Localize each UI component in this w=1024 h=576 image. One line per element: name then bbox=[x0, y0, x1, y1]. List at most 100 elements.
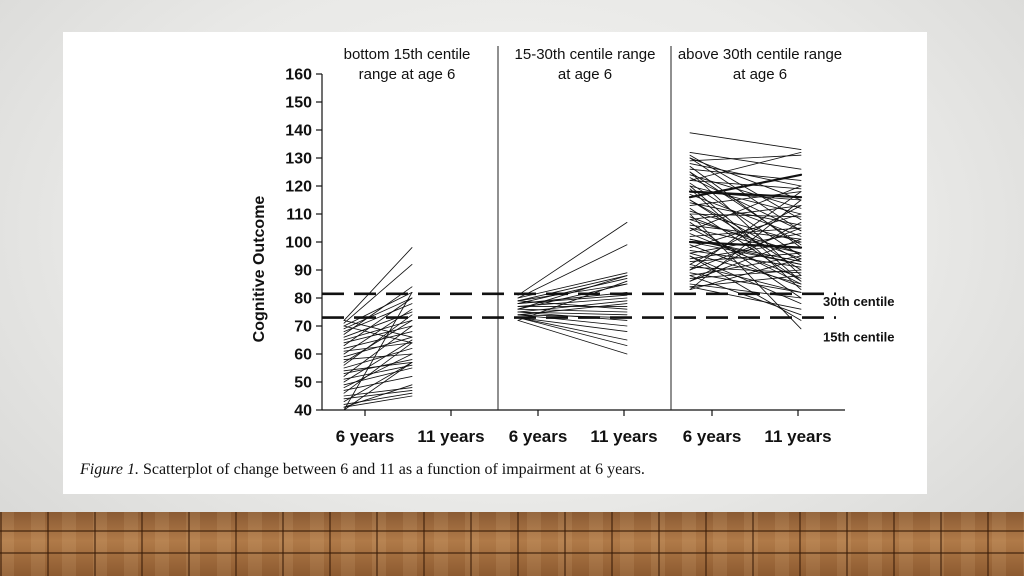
y-tick-label: 130 bbox=[285, 151, 312, 168]
y-tick-label: 80 bbox=[294, 291, 312, 308]
caption-text: Scatterplot of change between 6 and 11 a… bbox=[142, 461, 645, 478]
data-line bbox=[343, 353, 413, 361]
data-line bbox=[689, 283, 802, 299]
data-line bbox=[343, 359, 413, 375]
data-line bbox=[343, 339, 413, 383]
data-line bbox=[517, 280, 628, 321]
data-line bbox=[517, 283, 628, 310]
panel-title: at age 6 bbox=[558, 66, 612, 83]
data-line bbox=[517, 317, 628, 347]
data-line bbox=[689, 188, 802, 291]
data-line bbox=[517, 300, 628, 313]
data-line bbox=[517, 300, 628, 310]
data-line bbox=[689, 157, 802, 201]
data-line bbox=[517, 244, 628, 299]
data-line bbox=[517, 317, 628, 341]
data-line bbox=[343, 361, 413, 411]
data-line bbox=[517, 291, 628, 305]
data-line bbox=[689, 227, 802, 254]
data-line bbox=[689, 286, 802, 310]
data-line bbox=[343, 314, 413, 366]
data-line bbox=[343, 342, 413, 394]
panel-title: range at age 6 bbox=[359, 66, 456, 83]
data-line bbox=[689, 171, 802, 246]
data-line bbox=[343, 389, 413, 400]
x-tick-label: 6 years bbox=[683, 427, 742, 446]
data-line bbox=[343, 291, 413, 327]
y-tick-label: 100 bbox=[285, 235, 312, 252]
data-line bbox=[689, 213, 802, 330]
data-line bbox=[343, 291, 413, 411]
y-tick-label: 160 bbox=[285, 67, 312, 84]
data-line bbox=[343, 336, 413, 358]
data-line bbox=[689, 275, 802, 316]
data-line bbox=[517, 314, 628, 319]
reference-line-label: 30th centile bbox=[823, 294, 895, 309]
data-line bbox=[689, 191, 802, 207]
figure-card: Cognitive Outcome 40 50 60 70 80 90 100 110 120 1… bbox=[63, 32, 927, 494]
data-line bbox=[689, 185, 802, 282]
y-tick-label: 110 bbox=[286, 207, 312, 224]
data-line bbox=[343, 297, 413, 330]
y-tick-label: 120 bbox=[285, 179, 312, 196]
data-line bbox=[689, 272, 802, 293]
panel-title: above 30th centile range bbox=[678, 46, 842, 63]
data-line bbox=[689, 205, 802, 221]
data-line bbox=[343, 247, 413, 321]
data-line bbox=[689, 252, 802, 263]
data-line bbox=[689, 233, 802, 254]
data-line bbox=[689, 179, 802, 190]
x-tick-label: 11 years bbox=[764, 427, 831, 446]
data-line bbox=[343, 325, 413, 344]
data-line bbox=[517, 275, 628, 310]
y-axis-title: Cognitive Outcome bbox=[251, 196, 268, 343]
y-tick-label: 70 bbox=[294, 319, 312, 336]
data-line bbox=[689, 185, 802, 215]
data-line bbox=[517, 314, 628, 327]
data-line bbox=[343, 297, 413, 347]
data-line bbox=[688, 190, 803, 199]
data-line bbox=[343, 361, 413, 403]
panel-title: bottom 15th centile bbox=[344, 46, 471, 63]
x-tick-label: 11 years bbox=[417, 427, 484, 446]
data-line bbox=[689, 241, 802, 265]
data-line bbox=[689, 154, 802, 221]
data-line bbox=[689, 202, 802, 226]
data-line bbox=[517, 221, 628, 296]
data-line bbox=[343, 353, 413, 389]
data-line bbox=[689, 165, 802, 249]
x-tick-label: 11 years bbox=[590, 427, 657, 446]
data-line bbox=[517, 317, 628, 333]
data-line bbox=[689, 132, 802, 151]
data-line bbox=[689, 151, 802, 170]
data-line bbox=[517, 311, 628, 316]
data-line bbox=[343, 263, 413, 324]
y-tick-label: 90 bbox=[294, 263, 312, 280]
reference-line-label: 15th centile bbox=[823, 330, 895, 345]
data-line bbox=[689, 219, 802, 254]
data-line bbox=[689, 199, 802, 263]
data-line bbox=[517, 272, 628, 299]
wood-floor bbox=[0, 512, 1024, 576]
data-line bbox=[689, 249, 802, 268]
panel-title: 15-30th centile range bbox=[515, 46, 656, 63]
data-line bbox=[689, 154, 802, 162]
data-line bbox=[689, 258, 802, 291]
data-line bbox=[689, 182, 802, 257]
data-line bbox=[689, 151, 802, 181]
data-line bbox=[689, 227, 802, 271]
data-line bbox=[343, 375, 413, 391]
figure-caption: Figure 1. Scatterplot of change between … bbox=[80, 461, 900, 479]
data-line bbox=[517, 303, 628, 316]
data-line bbox=[689, 255, 802, 277]
data-line bbox=[343, 384, 413, 408]
data-line bbox=[689, 213, 802, 218]
scatterplot-chart: Cognitive Outcome 40 50 60 70 80 90 100 110 120 1… bbox=[251, 46, 895, 446]
data-line bbox=[343, 319, 413, 338]
y-tick-label: 60 bbox=[294, 347, 312, 364]
y-tick-label: 140 bbox=[285, 123, 312, 140]
data-line bbox=[343, 364, 413, 380]
x-tick-label: 6 years bbox=[336, 427, 395, 446]
data-line bbox=[517, 319, 628, 355]
data-line bbox=[689, 174, 802, 209]
